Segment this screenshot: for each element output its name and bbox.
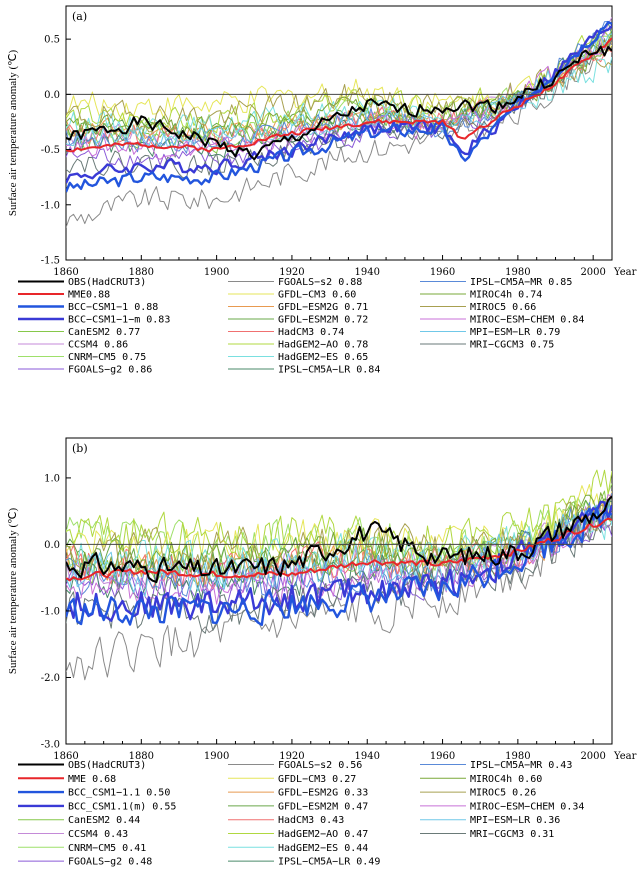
panel-a-x-tick-label: 2000: [580, 267, 605, 278]
panel-a-x-tick-label: 1940: [355, 267, 380, 278]
panel-b-x-tick-label: 1980: [505, 751, 530, 762]
panel-a-series-2: [66, 21, 612, 193]
panel-a-y-axis-label: Surface air temperature anomaly (℃): [7, 50, 19, 217]
panel-b-series-layer: [66, 469, 612, 681]
panel-a-legend-label: MPI−ESM−LR 0.79: [470, 327, 560, 338]
panel-a-y-tick-label: -1.5: [41, 256, 60, 267]
panel-b-label: (b): [72, 442, 88, 455]
panel-a-series-layer: [66, 17, 612, 228]
panel-b-legend-label: MIROC−ESM−CHEM 0.34: [470, 801, 584, 812]
panel-a-series-1: [66, 37, 612, 153]
panel-a-x-tick-label: 1880: [129, 267, 154, 278]
panel-b-y-tick-label: -2.0: [41, 673, 60, 684]
panel-a-legend-label: HadCM3 0.74: [278, 327, 344, 338]
panel-b-y-tick-label: -3.0: [41, 740, 60, 751]
panel-a-x-tick-label: 1920: [279, 267, 304, 278]
panel-a-legend-label: MIROC5 0.66: [470, 302, 536, 313]
panel-a-legend-label: IPSL−CM5A−MR 0.85: [470, 277, 572, 288]
panel-a-x-tick-label: 1960: [430, 267, 455, 278]
panel-a-x-tick-label: 1900: [204, 267, 229, 278]
panel-a-legend-label: FGOALS−g2 0.86: [68, 365, 152, 376]
panel-a-legend-label: MIROC4h 0.74: [470, 290, 542, 301]
panel-b-legend-label: GFDL−CM3 0.27: [278, 774, 356, 785]
panel-b-legend-label: GFDL−ESM2M 0.47: [278, 801, 368, 812]
panel-b-legend-label: MIROC5 0.26: [470, 788, 536, 799]
panel-a-y-tick-label: 0.0: [44, 90, 60, 101]
panel-a-y-tick-label: -1.0: [41, 200, 60, 211]
panel-a-legend-label: CanESM2 0.77: [68, 327, 140, 338]
panel-a-legend-label: FGOALS−s2 0.88: [278, 277, 362, 288]
panel-b-legend-label: HadGEM2−AO 0.47: [278, 829, 368, 840]
panel-b-series-3: [66, 500, 612, 622]
panel-b-legend-label: IPSL−CM5A−MR 0.43: [470, 760, 572, 771]
panel-a-series-20: [66, 33, 612, 148]
panel-b-legend-label: FGOALS−s2 0.56: [278, 760, 362, 771]
panel-a-legend-label: CCSM4 0.86: [68, 340, 128, 351]
panel-b-series-15: [66, 499, 612, 602]
panel-b-legend-label: CNRM−CM5 0.41: [68, 843, 146, 854]
panel-a-y-tick-label: 0.5: [44, 35, 60, 46]
panel-b-legend-label: FGOALS−g2 0.48: [68, 857, 152, 868]
panel-a-label: (a): [72, 10, 87, 23]
panel-b-legend-label: MRI−CGCM3 0.31: [470, 829, 554, 840]
panel-b-x-tick-label: 1940: [355, 751, 380, 762]
panel-b-series-20: [66, 499, 612, 597]
panel-a-y-tick-label: -0.5: [41, 145, 60, 156]
panel-b-legend-label: HadGEM2−ES 0.44: [278, 843, 368, 854]
panel-b-legend-label: MIROC4h 0.60: [470, 774, 542, 785]
panel-a-legend-label: MME0.88: [68, 290, 110, 301]
panel-a-x-unit: Year: [613, 267, 637, 278]
panel-b-series-2: [66, 506, 612, 627]
panel-b-legend-label: CCSM4 0.43: [68, 829, 128, 840]
panel-b-legend-label: MME 0.68: [68, 774, 116, 785]
panel-b-y-tick-label: 0.0: [44, 540, 60, 551]
panel-b-series-1: [66, 517, 612, 582]
panel-b-series-17: [66, 492, 612, 576]
panel-a-series-0: [66, 45, 612, 161]
panel-a-legend-label: MRI−CGCM3 0.75: [470, 340, 554, 351]
panel-b-x-unit: Year: [613, 751, 637, 762]
panel-a-legend-label: BCC−CSM1−1 0.88: [68, 302, 158, 313]
panel-a-x-tick-label: 1980: [505, 267, 530, 278]
panel-b: (b) 1860 1880 1900 1920 1940 1960 1980 2000 1.0 0…: [7, 437, 637, 868]
panel-b-x-tick-label: 1860: [53, 751, 78, 762]
panel-a-legend-label: HadGEM2−AO 0.78: [278, 340, 368, 351]
panel-b-y-tick-label: 1.0: [44, 473, 60, 484]
panel-a-legend-label: GFDL−CM3 0.60: [278, 290, 356, 301]
panel-b-series-0: [66, 495, 612, 583]
panel-a-x-tick-label: 1860: [53, 267, 78, 278]
panel-b-x-tick-label: 1880: [129, 751, 154, 762]
panel-a-axes-layer: 1860 1880 1900 1920 1940 1960 1980 2000 0.5 0.0 -0…: [41, 35, 612, 278]
panel-a-legend-label: MIROC−ESM−CHEM 0.84: [470, 315, 584, 326]
panel-a-legend-label: CNRM−CM5 0.75: [68, 352, 146, 363]
panel-b-series-8: [66, 504, 612, 681]
panel-b-y-axis-label: Surface air temperature anomaly (℃): [7, 508, 19, 675]
panel-a-legend-label: IPSL−CM5A−LR 0.84: [278, 365, 380, 376]
panel-b-legend-label: BCC_CSM1−1.1 0.50: [68, 788, 170, 799]
panel-a-legend-label: GFDL−ESM2G 0.71: [278, 302, 368, 313]
panel-b-legend-label: GFDL−ESM2G 0.33: [278, 788, 368, 799]
panel-b-x-tick-label: 2000: [580, 751, 605, 762]
panel-b-axes-layer: 1860 1880 1900 1920 1940 1960 1980 2000 1.0 0.0 -1…: [41, 473, 612, 762]
panel-b-legend-label: BCC_CSM1.1(m) 0.55: [68, 801, 176, 812]
panel-a-legend-label: GFDL−ESM2M 0.72: [278, 315, 368, 326]
panel-a-legend-label: OBS(HadCRUT3): [68, 277, 146, 288]
panel-b-y-tick-label: -1.0: [41, 606, 60, 617]
panel-a-legend-label: HadGEM2−ES 0.65: [278, 352, 368, 363]
panel-b-legend-label: OBS(HadCRUT3): [68, 760, 146, 771]
panel-b-x-tick-label: 1900: [204, 751, 229, 762]
panel-a: (a) 1860 1880 1900 1920 1940 1960 1980 2000 0.5 0…: [7, 5, 637, 376]
panel-b-series-10: [66, 492, 612, 588]
panel-b-legend-label: HadCM3 0.43: [278, 815, 344, 826]
panel-b-x-tick-label: 1960: [430, 751, 455, 762]
panel-b-x-tick-label: 1920: [279, 751, 304, 762]
panel-b-legend-label: CanESM2 0.44: [68, 815, 140, 826]
panel-a-legend-label: BCC−CSM1−1−m 0.83: [68, 315, 170, 326]
panel-b-legend-label: IPSL−CM5A−LR 0.49: [278, 857, 380, 868]
panel-b-legend: OBS(HadCRUT3) MME 0.68 BCC_CSM1−1.1 0.50 BC…: [18, 760, 584, 868]
panel-b-legend-label: MPI−ESM−LR 0.36: [470, 815, 560, 826]
